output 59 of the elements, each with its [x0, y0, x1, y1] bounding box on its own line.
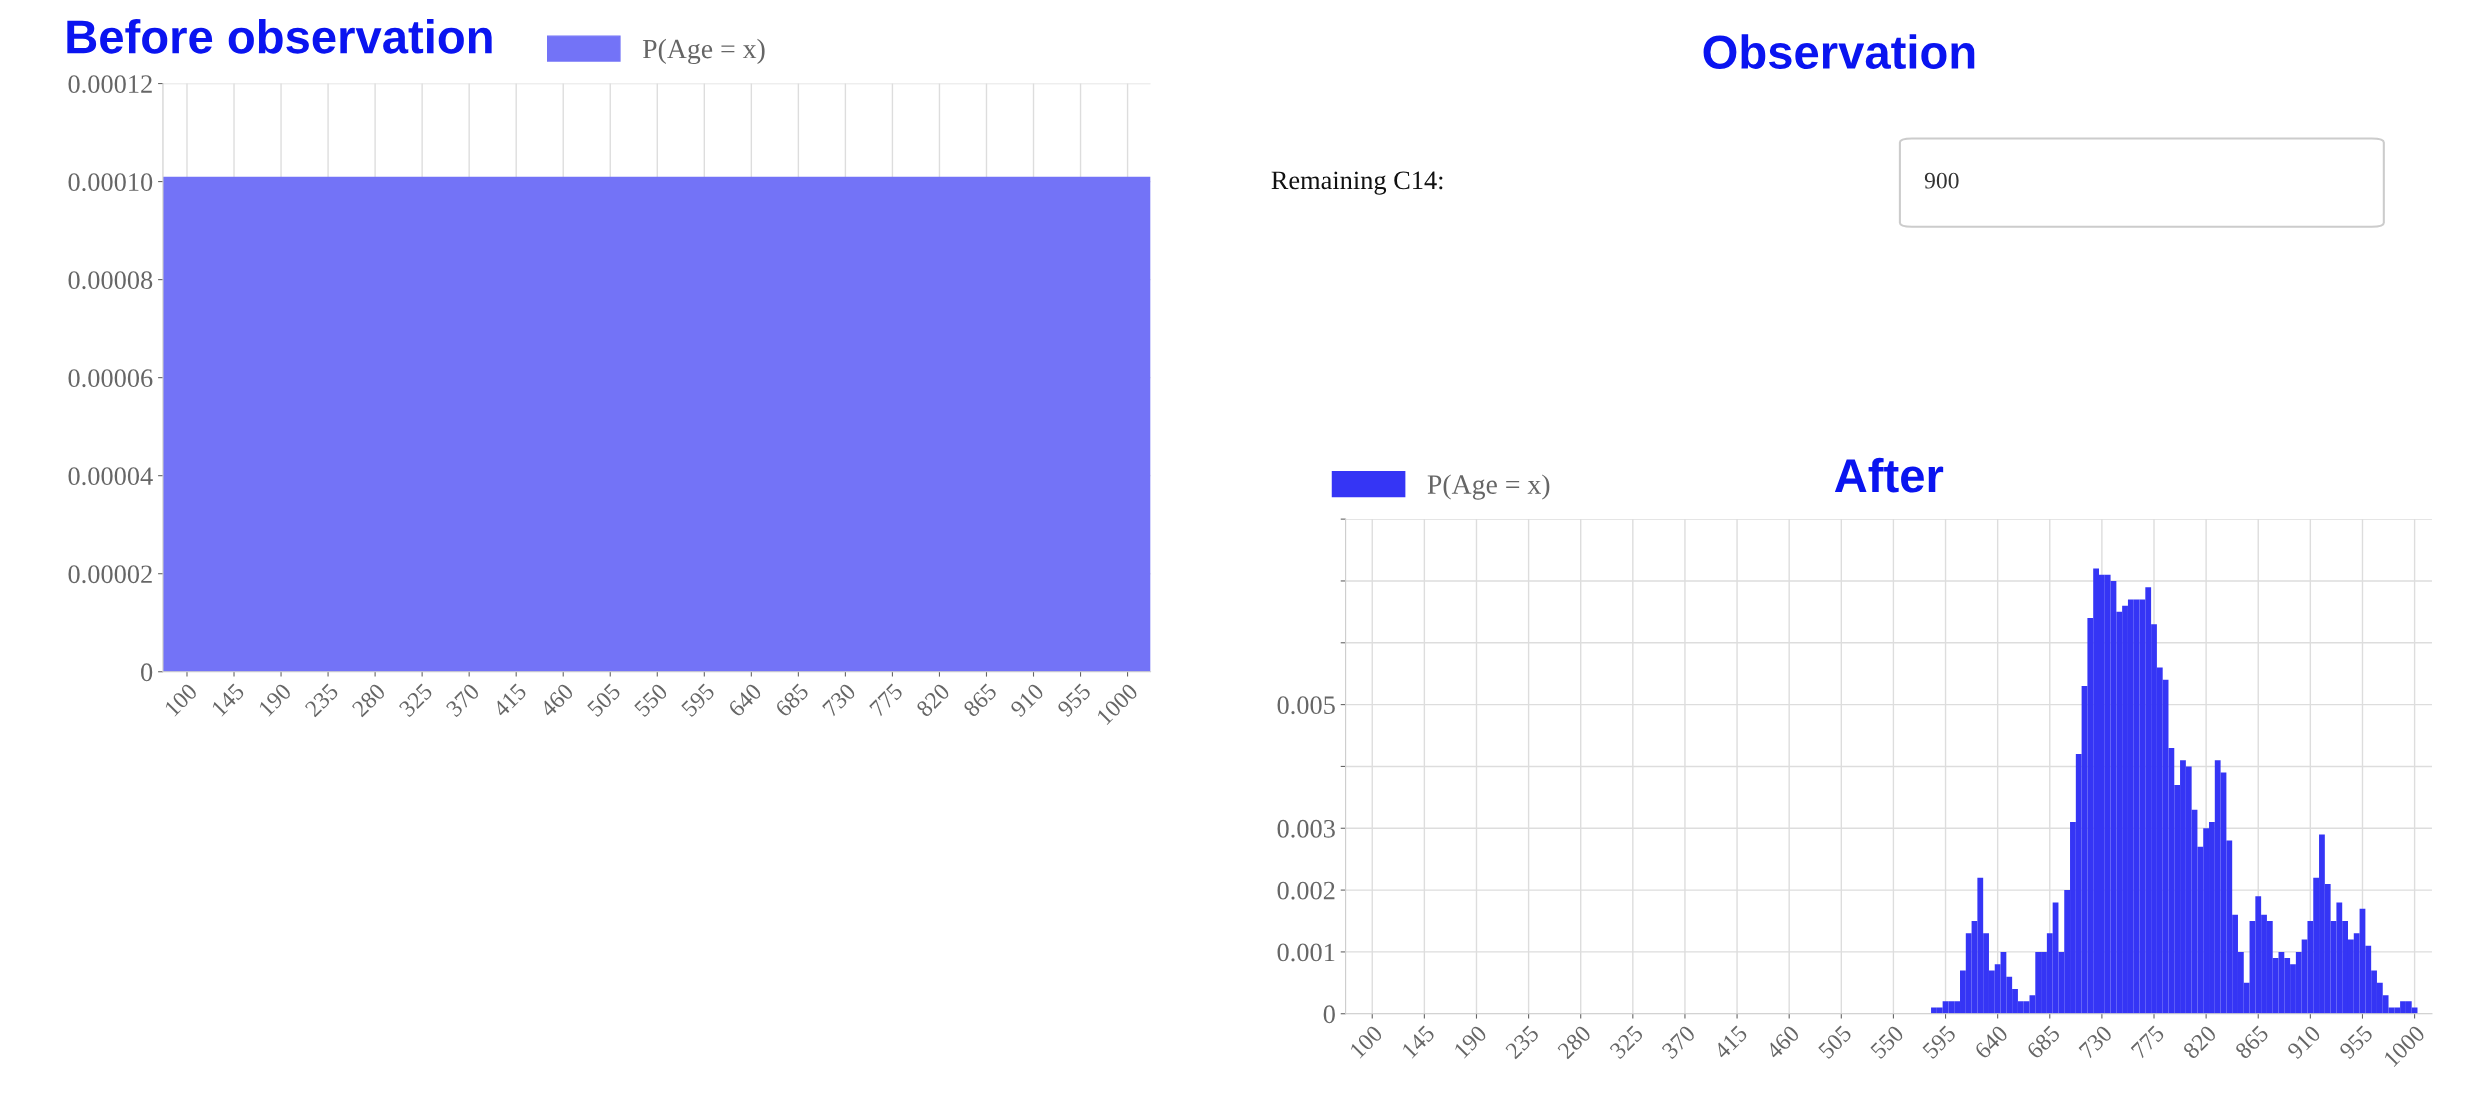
x-tick-label: 640 — [1973, 1024, 2009, 1060]
x-tick-label: 460 — [538, 682, 575, 718]
x-tick-label: 280 — [351, 682, 387, 718]
x-tick-label: 235 — [1504, 1024, 1540, 1060]
y-tick-label: 0.00010 — [68, 173, 153, 192]
x-tick-label: 685 — [2025, 1024, 2061, 1060]
x-tick-label: 910 — [1009, 682, 1045, 718]
x-tick-label: 955 — [2338, 1024, 2374, 1060]
x-tick-label: 550 — [633, 682, 669, 718]
text: Observation — [1703, 34, 1975, 69]
legend-label: P(Age = x) — [1427, 474, 1550, 500]
x-tick-label: 460 — [1764, 1024, 1801, 1060]
x-tick-label: 730 — [2078, 1024, 2113, 1060]
x-tick-label: 955 — [1056, 682, 1092, 718]
text: 900 — [1924, 172, 1959, 189]
x-tick-label: 325 — [1609, 1024, 1644, 1060]
x-tick-label: 820 — [915, 682, 951, 718]
y-tick-label: 0.003 — [1277, 819, 1335, 838]
x-tick-label: 145 — [1401, 1024, 1436, 1059]
x-tick-label: 190 — [257, 682, 293, 717]
x-tick-label: 325 — [398, 682, 434, 718]
x-tick-label: 595 — [1921, 1024, 1957, 1060]
x-tick-label: 685 — [774, 682, 810, 718]
y-tick-label: 0.00006 — [68, 369, 153, 388]
x-tick-label: 100 — [1349, 1024, 1384, 1059]
x-tick-label: 100 — [163, 682, 199, 717]
x-tick-label: 190 — [1453, 1024, 1488, 1059]
x-tick-label: 865 — [2234, 1024, 2270, 1060]
x-tick-label: 865 — [962, 682, 998, 718]
x-tick-label: 370 — [445, 682, 481, 718]
x-tick-label: 415 — [1712, 1024, 1749, 1060]
x-tick-label: 145 — [211, 682, 246, 717]
x-tick-label: 370 — [1661, 1024, 1697, 1060]
legend-label: P(Age = x) — [642, 38, 765, 65]
y-tick-label: 0.002 — [1277, 881, 1335, 900]
y-tick-label: 0.00012 — [68, 75, 152, 94]
chart-title: After — [1834, 457, 1944, 493]
x-tick-label: 550 — [1869, 1024, 1905, 1060]
x-tick-label: 775 — [869, 682, 904, 718]
y-tick-label: 0.005 — [1277, 696, 1335, 715]
x-tick-label: 235 — [304, 682, 340, 718]
y-tick-label: 0.00002 — [68, 565, 152, 584]
x-tick-label: 775 — [2130, 1024, 2166, 1060]
y-tick-label: 0 — [141, 663, 153, 682]
text: Remaining C14: — [1271, 171, 1443, 195]
x-tick-label: 505 — [1817, 1024, 1853, 1060]
x-tick-label: 505 — [586, 682, 622, 718]
x-tick-label: 640 — [727, 682, 763, 718]
y-tick-label: 0.00008 — [68, 271, 153, 290]
x-tick-label: 730 — [821, 682, 857, 718]
chart-title: Before observation — [67, 18, 492, 54]
x-tick-label: 820 — [2182, 1024, 2218, 1060]
y-tick-label: 0.001 — [1277, 943, 1335, 962]
x-tick-label: 415 — [492, 682, 528, 718]
x-tick-label: 280 — [1556, 1024, 1592, 1060]
x-tick-label: 910 — [2286, 1024, 2322, 1060]
y-tick-label: 0 — [1323, 1005, 1335, 1024]
x-tick-label: 595 — [680, 682, 716, 718]
y-tick-label: 0.00004 — [68, 467, 153, 486]
